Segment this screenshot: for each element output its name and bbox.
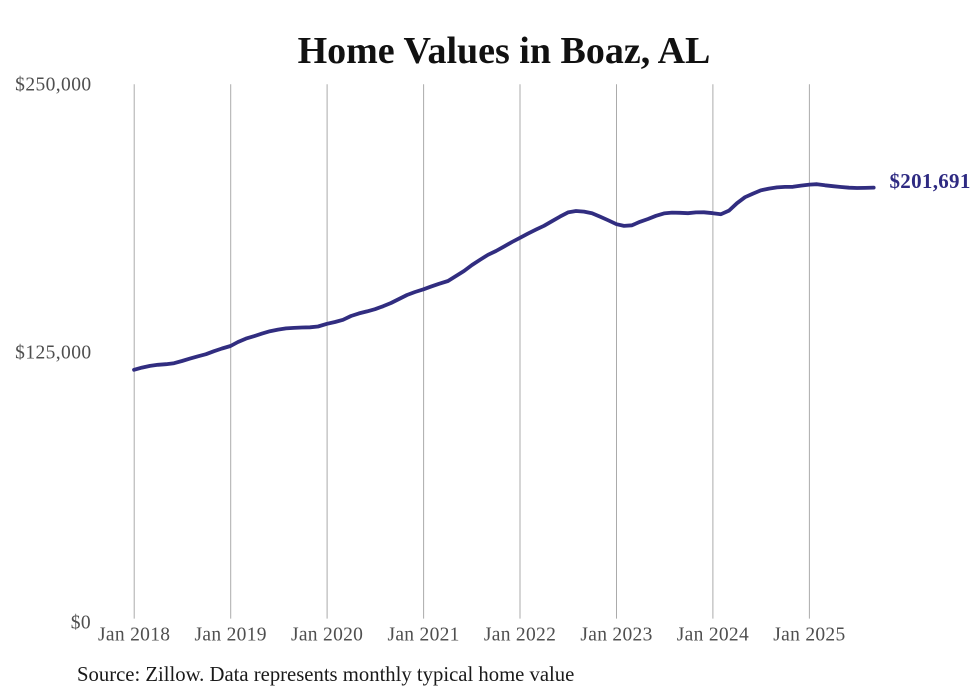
svg-text:Jan 2020: Jan 2020	[291, 625, 363, 646]
svg-text:Jan 2024: Jan 2024	[677, 625, 749, 646]
svg-text:Jan 2023: Jan 2023	[580, 625, 652, 646]
svg-text:$0: $0	[71, 613, 91, 634]
svg-text:Jan 2025: Jan 2025	[773, 625, 845, 646]
svg-text:Jan 2018: Jan 2018	[98, 625, 170, 646]
svg-text:$201,691: $201,691	[890, 169, 971, 193]
svg-text:$125,000: $125,000	[15, 343, 91, 364]
svg-text:$250,000: $250,000	[15, 75, 91, 96]
svg-text:Jan 2022: Jan 2022	[484, 625, 556, 646]
svg-text:Source: Zillow. Data represent: Source: Zillow. Data represents monthly …	[77, 664, 574, 686]
svg-text:Jan 2019: Jan 2019	[195, 625, 267, 646]
svg-text:Jan 2021: Jan 2021	[387, 625, 459, 646]
svg-text:Home Values in Boaz, AL: Home Values in Boaz, AL	[298, 30, 711, 72]
